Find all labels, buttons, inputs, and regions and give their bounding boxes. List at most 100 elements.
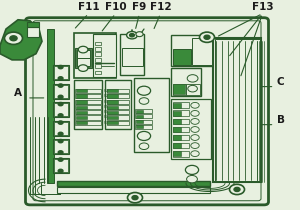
Bar <box>135 125 152 129</box>
Bar <box>135 114 152 118</box>
Text: F2: F2 <box>103 89 109 93</box>
Bar <box>173 103 181 108</box>
Bar <box>74 33 116 78</box>
Bar <box>172 151 189 156</box>
Bar <box>52 102 69 117</box>
Circle shape <box>127 32 137 39</box>
Bar <box>94 64 100 68</box>
Circle shape <box>188 85 197 92</box>
Bar <box>54 159 68 172</box>
Bar <box>172 119 189 124</box>
Bar <box>54 85 68 98</box>
Circle shape <box>137 86 151 95</box>
Bar <box>136 110 143 113</box>
Bar <box>76 105 87 109</box>
Bar <box>94 42 100 46</box>
Circle shape <box>204 35 210 39</box>
Bar <box>120 34 144 75</box>
Bar <box>52 65 69 80</box>
Circle shape <box>130 34 134 37</box>
Circle shape <box>185 165 199 175</box>
Circle shape <box>58 132 63 135</box>
Bar <box>173 119 181 124</box>
FancyBboxPatch shape <box>26 18 269 205</box>
Circle shape <box>58 77 63 80</box>
Circle shape <box>230 184 244 195</box>
Bar <box>173 143 181 148</box>
Circle shape <box>187 75 198 82</box>
Bar <box>173 151 181 156</box>
Circle shape <box>78 65 88 71</box>
Bar <box>172 49 190 65</box>
Bar <box>54 103 68 116</box>
Circle shape <box>58 151 63 154</box>
Bar <box>52 84 69 99</box>
Bar <box>52 158 69 173</box>
Circle shape <box>191 143 199 148</box>
Circle shape <box>58 139 63 143</box>
Text: A: A <box>14 88 22 98</box>
Text: F13: F13 <box>252 1 273 12</box>
Bar <box>172 127 189 132</box>
Bar <box>213 38 261 182</box>
Bar <box>173 135 181 140</box>
Text: F6: F6 <box>103 110 109 114</box>
Bar <box>173 111 181 116</box>
Circle shape <box>191 102 199 108</box>
Text: F9: F9 <box>132 1 147 12</box>
Text: F12: F12 <box>150 1 171 12</box>
FancyBboxPatch shape <box>33 21 261 201</box>
Bar <box>106 121 129 125</box>
Bar <box>214 39 260 181</box>
Bar <box>106 94 129 98</box>
Text: F11: F11 <box>78 1 99 12</box>
Bar <box>136 115 143 118</box>
Bar <box>27 22 39 27</box>
Bar <box>107 100 118 104</box>
Bar <box>75 116 100 119</box>
Bar <box>76 116 87 119</box>
Bar <box>192 38 212 65</box>
Bar <box>107 116 118 119</box>
Bar <box>74 80 102 129</box>
Bar <box>106 110 129 114</box>
Bar <box>76 49 91 67</box>
Bar <box>107 89 118 92</box>
Text: F4: F4 <box>103 100 108 104</box>
Bar <box>107 94 118 97</box>
Bar <box>105 80 130 129</box>
Text: C: C <box>277 77 284 87</box>
Circle shape <box>58 95 63 98</box>
Bar <box>173 84 185 94</box>
Text: F7: F7 <box>103 116 109 119</box>
Bar <box>75 47 92 68</box>
Bar <box>171 99 211 159</box>
Circle shape <box>139 98 149 104</box>
Circle shape <box>10 36 17 41</box>
Circle shape <box>191 110 199 116</box>
Bar <box>172 84 186 95</box>
Bar <box>94 52 100 56</box>
Circle shape <box>187 175 197 183</box>
Bar <box>46 29 54 183</box>
Circle shape <box>128 193 142 203</box>
Circle shape <box>58 102 63 106</box>
Circle shape <box>58 169 63 173</box>
Circle shape <box>137 131 151 140</box>
Bar <box>52 121 69 136</box>
Bar <box>107 111 118 114</box>
Bar <box>75 89 100 93</box>
Circle shape <box>78 46 88 53</box>
Circle shape <box>234 187 240 192</box>
Bar <box>173 127 181 132</box>
Bar <box>52 139 69 155</box>
Bar <box>172 102 189 108</box>
Text: B: B <box>277 115 284 125</box>
Bar <box>76 50 90 58</box>
Bar <box>107 105 118 109</box>
Bar <box>136 125 143 128</box>
Circle shape <box>139 143 149 150</box>
Text: F10: F10 <box>105 1 126 12</box>
Bar <box>94 58 100 62</box>
Text: F7: F7 <box>103 121 109 125</box>
